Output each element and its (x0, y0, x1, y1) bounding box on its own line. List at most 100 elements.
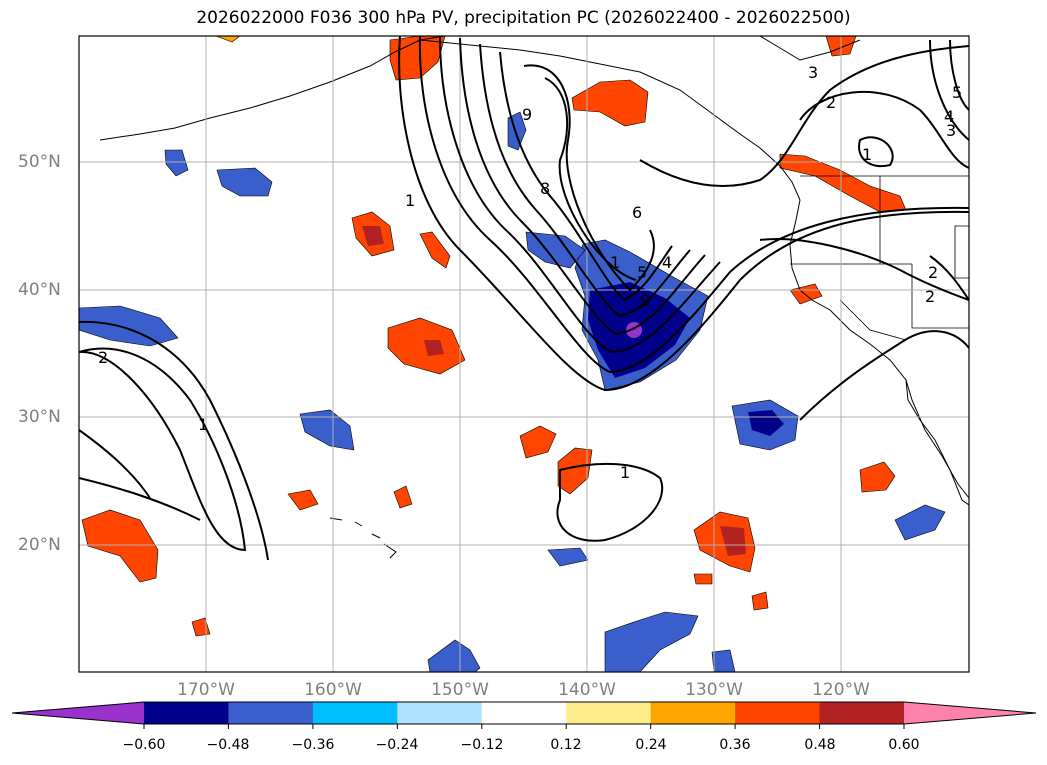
pv-contour (929, 39, 969, 141)
pv-contour (418, 36, 969, 374)
pv-contour (858, 136, 894, 168)
north-america-coast (789, 199, 969, 506)
colorbar (11, 701, 1037, 729)
contour-label: 1 (610, 253, 620, 272)
contour-label: 1 (862, 145, 872, 164)
colorbar-extend-low (12, 702, 144, 724)
precip-blob (693, 573, 713, 585)
precip-positive-areas (81, 36, 907, 637)
precip-blob (720, 526, 746, 556)
colorbar-segment (735, 702, 821, 724)
lat-label-50n: 50°N (18, 152, 61, 172)
contour-label: 4 (944, 107, 954, 126)
precip-blob (557, 447, 593, 495)
precip-blob (164, 149, 189, 177)
lat-label-20n: 20°N (18, 535, 61, 555)
precip-blob (393, 485, 413, 509)
contour-label: 2 (826, 93, 836, 112)
precip-blob (525, 231, 586, 269)
colorbar-segment (481, 702, 567, 724)
border-line (839, 299, 907, 341)
precip-blob (571, 79, 649, 127)
lon-label-130w: 130°W (685, 680, 743, 700)
precip-blob (711, 649, 736, 672)
colorbar-tick-label: −0.36 (291, 737, 335, 753)
pv-contour (544, 77, 637, 281)
colorbar-segment (144, 702, 229, 724)
pv-contour (799, 330, 969, 421)
colorbar-tick-label: 0.60 (888, 737, 920, 753)
pv-contour (523, 64, 655, 292)
contour-label: 4 (662, 253, 672, 272)
colorbar-extend-high (904, 702, 1036, 724)
colorbar-segment (312, 702, 398, 724)
alaska-coast (99, 36, 446, 141)
lat-label-40n: 40°N (18, 280, 61, 300)
contour-label: 1 (620, 463, 630, 482)
precip-blob (894, 504, 946, 541)
precip-blob (427, 639, 481, 672)
precip-blob (389, 36, 446, 81)
border-line (954, 225, 969, 279)
contour-label: 9 (522, 105, 532, 124)
pv-contour (479, 43, 691, 318)
precip-blob (216, 167, 273, 197)
lon-label-120w: 120°W (812, 680, 870, 700)
precip-blob (81, 509, 159, 583)
contour-label: 1 (198, 415, 208, 434)
pv-contour (79, 347, 247, 552)
precip-blob (789, 283, 823, 305)
pv-contour (79, 477, 201, 521)
pv-contour (759, 238, 969, 301)
colorbar-tick-label: 0.24 (635, 737, 667, 753)
border-line (790, 176, 969, 329)
contour-label: 6 (632, 203, 642, 222)
map-title: 2026022000 F036 300 hPa PV, precipitatio… (196, 8, 851, 28)
colorbar-tick-label: −0.12 (460, 737, 504, 753)
contour-label: 9 (640, 291, 650, 310)
contour-label: 2 (925, 287, 935, 306)
pv-contour (79, 429, 151, 499)
precip-blob (547, 547, 589, 567)
contour-label: 2 (928, 263, 938, 282)
colorbar-segment (566, 702, 652, 724)
lon-label-160w: 160°W (304, 680, 362, 700)
pv-contour (556, 462, 664, 542)
precip-blob (191, 617, 211, 637)
pv-contour (398, 36, 969, 392)
map-frame (78, 35, 970, 673)
borders (790, 175, 969, 341)
contour-label: 3 (946, 121, 956, 140)
baja-coast (905, 379, 969, 499)
colorbar-segment (819, 702, 905, 724)
precip-blob (604, 611, 699, 672)
colorbar-tick-label: −0.60 (122, 737, 166, 753)
contour-label: 1 (405, 191, 415, 210)
contour-label: 5 (952, 83, 962, 102)
colorbar-segment (228, 702, 314, 724)
precip-negative-areas (79, 111, 946, 672)
precip-blob (859, 461, 896, 493)
colorbar-segment (650, 702, 736, 724)
colorbar-tick-label: 0.48 (804, 737, 836, 753)
lon-label-140w: 140°W (558, 680, 616, 700)
lon-label-150w: 150°W (431, 680, 489, 700)
pv-contour (799, 90, 969, 169)
colorbar-tick-label: 0.12 (550, 737, 582, 753)
north-coast (759, 36, 861, 61)
colorbar-ticks (143, 724, 905, 729)
colorbar-segment (397, 702, 483, 724)
coastlines (99, 36, 969, 559)
colorbar-tick-label: −0.48 (206, 737, 250, 753)
colorbar-segments (12, 702, 1036, 724)
hawaii-islands (329, 517, 397, 559)
colorbar-tick-label: 0.36 (719, 737, 751, 753)
lat-label-30n: 30°N (18, 407, 61, 427)
contour-label: 3 (808, 63, 818, 82)
pv-contour (79, 320, 269, 561)
pv-contour (929, 255, 969, 301)
contour-label: 2 (98, 348, 108, 367)
pv-contour (459, 37, 706, 336)
precip-blob (519, 425, 557, 459)
precip-blob (751, 591, 769, 611)
